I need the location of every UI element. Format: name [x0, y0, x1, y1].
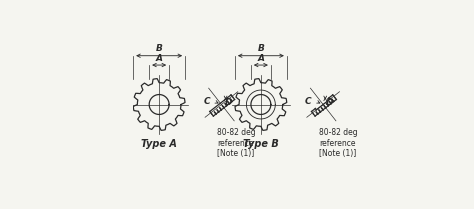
- Text: D: D: [225, 98, 232, 107]
- Text: B: B: [155, 44, 163, 53]
- Text: Type B: Type B: [243, 139, 279, 149]
- Text: A: A: [155, 54, 163, 62]
- Text: C: C: [203, 97, 210, 106]
- Text: 80-82 deg
reference
[Note (1)]: 80-82 deg reference [Note (1)]: [217, 128, 256, 158]
- Text: C: C: [305, 97, 312, 106]
- Text: B: B: [257, 44, 264, 53]
- Text: Type A: Type A: [141, 139, 177, 149]
- Text: D: D: [326, 98, 334, 107]
- Text: 80-82 deg
reference
[Note (1)]: 80-82 deg reference [Note (1)]: [319, 128, 357, 158]
- Text: A: A: [257, 54, 264, 62]
